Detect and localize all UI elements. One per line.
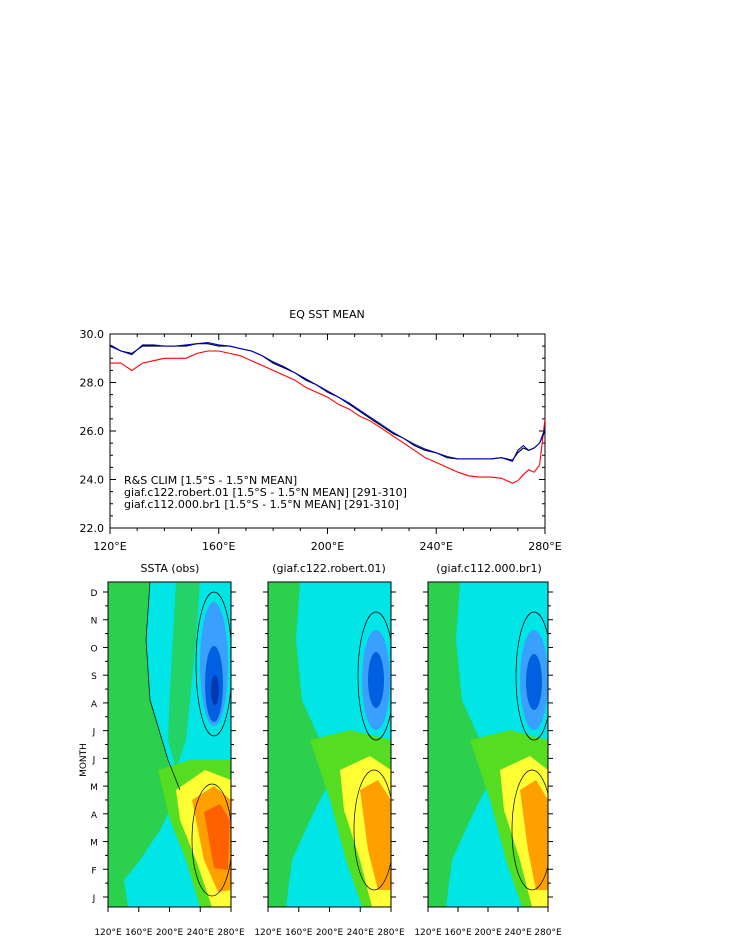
- panel-obs-title: SSTA (obs): [141, 562, 200, 575]
- line-ytick-label: 26.0: [80, 425, 105, 438]
- panel-xtick-label: 280°E: [534, 928, 562, 938]
- robert-orange-blob: [360, 780, 391, 890]
- month-tick-label: F: [91, 866, 96, 876]
- panel-obs-x-ticks: 120°E 160°E 200°E 240°E 280°E: [94, 907, 245, 938]
- month-tick-label: D: [91, 589, 98, 599]
- month-axis-label: MONTH: [79, 743, 89, 777]
- month-tick-label: O: [90, 644, 97, 654]
- obs-contour-orange: [191, 783, 231, 897]
- legend-entry-br1: giaf.c112.000.br1 [1.5°S - 1.5°N MEAN] […: [124, 498, 399, 511]
- line-ytick-label: 22.0: [80, 522, 105, 535]
- panel-br1-y-ticks: [423, 591, 553, 898]
- panel-xtick-label: 160°E: [125, 928, 153, 938]
- panel-robert-x-ticks: 120°E 160°E 200°E 240°E 280°E: [254, 907, 405, 938]
- month-tick-label: S: [91, 672, 97, 682]
- panel-xtick-label: 200°E: [316, 928, 344, 938]
- panel-xtick-label: 240°E: [347, 928, 375, 938]
- br1-green-region: [428, 582, 490, 907]
- panel-xtick-label: 240°E: [187, 928, 215, 938]
- line-ytick-label: 28.0: [80, 377, 105, 390]
- panel-xtick-label: 280°E: [217, 928, 245, 938]
- contour-panel-br1: (giaf.c112.000.br1) 120°E 160°E 200°E 240°E…: [414, 562, 562, 938]
- line-ytick-label: 30.0: [80, 328, 105, 341]
- month-tick-label: A: [91, 811, 98, 821]
- panel-xtick-label: 280°E: [377, 928, 405, 938]
- panel-robert-y-ticks: [263, 591, 396, 898]
- panel-robert-field: [268, 582, 391, 907]
- line-chart-title: EQ SST MEAN: [289, 308, 364, 321]
- panel-xtick-label: 200°E: [474, 928, 502, 938]
- line-series-2: [109, 341, 546, 462]
- line-chart: EQ SST MEAN 22.0 24.0 26.0 28.0 30.0 120°E 16…: [80, 308, 562, 553]
- panel-br1-field: [428, 582, 548, 907]
- legend: R&S CLIM [1.5°S - 1.5°N MEAN] giaf.c122.…: [124, 474, 407, 511]
- panel-xtick-label: 120°E: [414, 928, 442, 938]
- br1-blue-blob: [526, 654, 542, 710]
- robert-contour-blue: [357, 611, 391, 741]
- obs-green-east: [168, 582, 200, 770]
- month-tick-label: J: [92, 728, 96, 738]
- obs-darkorange-blob: [204, 804, 230, 870]
- month-tick-label: M: [90, 839, 98, 849]
- br1-orange-blob: [520, 780, 548, 890]
- panel-obs-y-ticks: J F M A M J J A S O N D: [90, 589, 236, 904]
- line-xtick-label: 240°E: [420, 540, 453, 553]
- month-tick-label: A: [91, 700, 98, 710]
- panel-xtick-label: 120°E: [254, 928, 282, 938]
- robert-contour-orange: [353, 769, 391, 891]
- br1-contour-blue: [515, 611, 548, 741]
- line-xtick-label: 200°E: [311, 540, 344, 553]
- line-series-0: [110, 350, 546, 484]
- panel-xtick-label: 160°E: [444, 928, 472, 938]
- line-xtick-label: 160°E: [202, 540, 235, 553]
- robert-green-region: [268, 582, 330, 907]
- obs-contour-blue: [195, 591, 231, 737]
- legend-entry-robert: giaf.c122.robert.01 [1.5°S - 1.5°N MEAN]…: [124, 486, 407, 499]
- line-y-ticks: 22.0 24.0 26.0 28.0 30.0: [80, 328, 545, 535]
- month-tick-label: M: [90, 783, 98, 793]
- obs-green-region: [108, 582, 180, 907]
- line-xtick-label: 280°E: [528, 540, 561, 553]
- br1-contour-orange: [511, 769, 548, 891]
- month-tick-label: J: [92, 755, 96, 765]
- panel-xtick-label: 120°E: [94, 928, 122, 938]
- obs-darkblue-blob: [211, 675, 219, 705]
- contour-panel-robert: (giaf.c122.robert.01) 120°E 160°E 200°E 240…: [254, 562, 405, 938]
- legend-entry-rs-clim: R&S CLIM [1.5°S - 1.5°N MEAN]: [124, 474, 297, 487]
- line-x-ticks: 120°E 160°E 200°E 240°E 280°E: [93, 334, 562, 553]
- line-xtick-label: 120°E: [93, 540, 126, 553]
- panel-xtick-label: 200°E: [156, 928, 184, 938]
- panel-xtick-label: 240°E: [504, 928, 532, 938]
- panel-obs-field: [108, 582, 231, 907]
- month-tick-label: J: [92, 894, 96, 904]
- panel-robert-title: (giaf.c122.robert.01): [272, 562, 386, 575]
- line-ytick-label: 24.0: [80, 474, 105, 487]
- line-series-group: [109, 341, 546, 484]
- line-series-1: [109, 343, 546, 461]
- panel-br1-title: (giaf.c112.000.br1): [436, 562, 541, 575]
- panel-br1-x-ticks: 120°E 160°E 200°E 240°E 280°E: [414, 907, 562, 938]
- robert-blue-blob: [368, 652, 384, 708]
- panel-xtick-label: 160°E: [285, 928, 313, 938]
- obs-contour-green: [145, 582, 181, 791]
- month-tick-label: N: [91, 617, 98, 627]
